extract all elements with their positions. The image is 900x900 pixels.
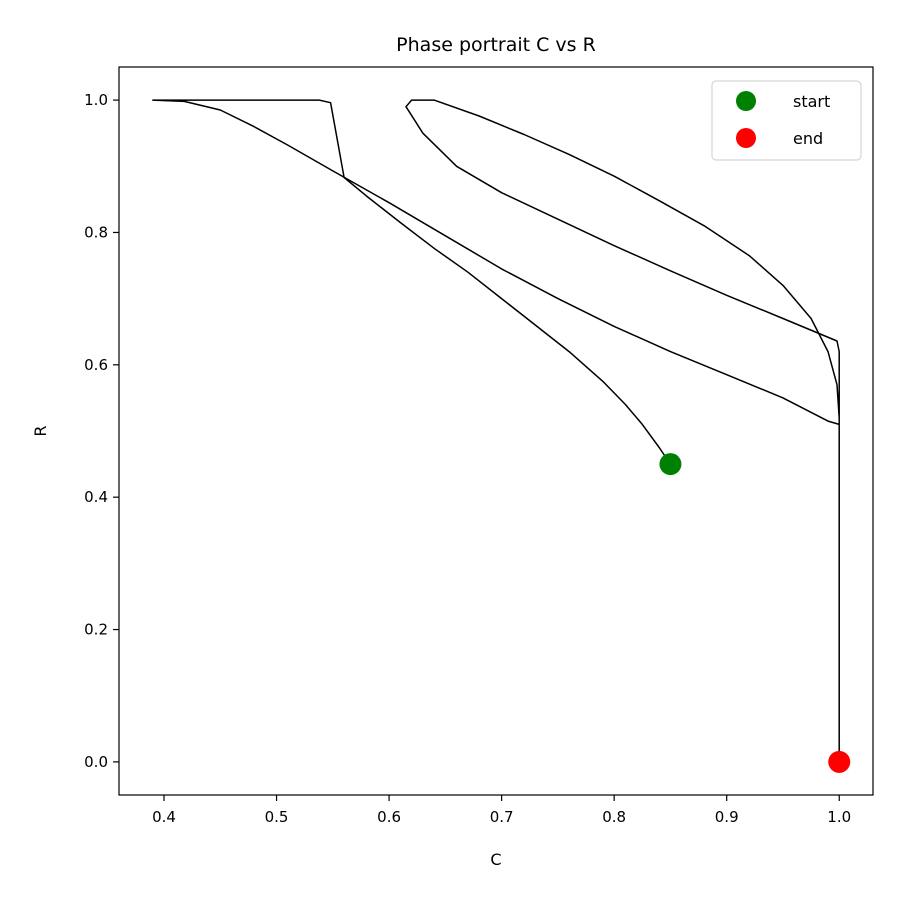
x-tick-label: 0.7: [490, 808, 514, 826]
legend: start end: [711, 80, 862, 161]
y-tick-label: 1.0: [84, 91, 108, 109]
legend-box: [711, 80, 862, 161]
y-tick-label: 0.6: [84, 356, 108, 374]
y-axis-label: R: [31, 425, 50, 436]
y-tick-label: 0.4: [84, 488, 108, 506]
x-axis-label: C: [490, 850, 501, 869]
x-tick-label: 0.9: [715, 808, 739, 826]
axes-frame: [118, 66, 874, 796]
x-tick-label: 0.8: [602, 808, 626, 826]
x-tick-label: 0.4: [152, 808, 176, 826]
plot-area: [118, 66, 874, 796]
trajectory-line-0: [152, 99, 840, 762]
end-marker: [828, 750, 851, 773]
legend-end-label: end: [793, 129, 823, 148]
y-axis-ticks: 0.0 0.2 0.4 0.6 0.8 1.0: [84, 91, 119, 771]
x-axis-ticks: 0.4 0.5 0.6 0.7 0.8 0.9 1.0: [152, 795, 851, 826]
x-tick-label: 0.5: [265, 808, 289, 826]
start-marker: [659, 453, 682, 476]
y-tick-label: 0.2: [84, 621, 108, 639]
legend-end-marker: [736, 128, 756, 148]
chart-title: Phase portrait C vs R: [396, 34, 596, 56]
y-tick-label: 0.0: [84, 753, 108, 771]
legend-start-label: start: [793, 92, 830, 111]
legend-start-marker: [736, 91, 756, 111]
x-tick-label: 0.6: [377, 808, 401, 826]
y-tick-label: 0.8: [84, 223, 108, 241]
x-tick-label: 1.0: [827, 808, 851, 826]
